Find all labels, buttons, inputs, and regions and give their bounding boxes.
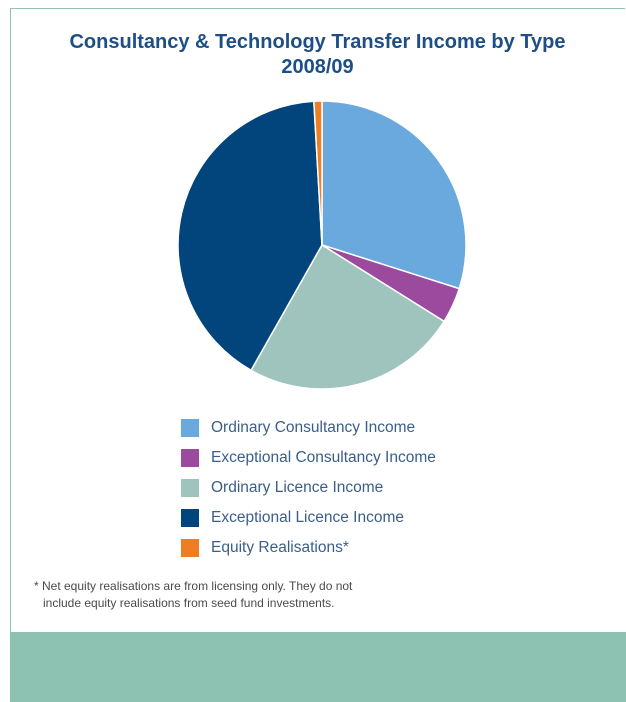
legend-swatch — [181, 419, 199, 437]
legend-item-ordinary-consultancy: Ordinary Consultancy Income — [181, 413, 436, 443]
chart-frame — [10, 8, 625, 700]
pie-slice-5 — [313, 100, 323, 246]
legend-item-equity-realisations: Equity Realisations* — [181, 533, 436, 563]
pie-slice-3 — [250, 244, 445, 390]
legend-swatch — [181, 449, 199, 467]
legend-item-exceptional-licence: Exceptional Licence Income — [181, 503, 436, 533]
legend-swatch — [181, 539, 199, 557]
legend: Ordinary Consultancy Income Exceptional … — [181, 413, 436, 563]
legend-label: Ordinary Consultancy Income — [211, 419, 416, 436]
legend-item-exceptional-consultancy: Exceptional Consultancy Income — [181, 443, 436, 473]
chart-title: Consultancy & Technology Transfer Income… — [10, 30, 625, 80]
chart-title-line-2: 2008/09 — [281, 56, 354, 78]
chart-title-line-1: Consultancy & Technology Transfer Income… — [69, 31, 566, 53]
legend-label: Exceptional Consultancy Income — [211, 449, 436, 466]
footnote: * Net equity realisations are from licen… — [34, 578, 352, 612]
pie-slice-1 — [321, 100, 467, 290]
legend-label: Exceptional Licence Income — [211, 509, 405, 526]
pie-slice-4 — [177, 100, 323, 372]
legend-swatch — [181, 479, 199, 497]
legend-swatch — [181, 509, 199, 527]
footnote-line-1: * Net equity realisations are from licen… — [34, 579, 353, 593]
legend-label: Equity Realisations* — [211, 539, 349, 556]
legend-label: Ordinary Licence Income — [211, 479, 384, 496]
footnote-line-2: include equity realisations from seed fu… — [43, 596, 335, 610]
footer-band — [10, 632, 626, 702]
legend-item-ordinary-licence: Ordinary Licence Income — [181, 473, 436, 503]
